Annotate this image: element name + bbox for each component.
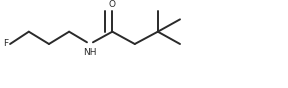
Text: O: O	[109, 0, 116, 9]
Text: F: F	[3, 40, 8, 48]
Text: NH: NH	[83, 48, 96, 56]
